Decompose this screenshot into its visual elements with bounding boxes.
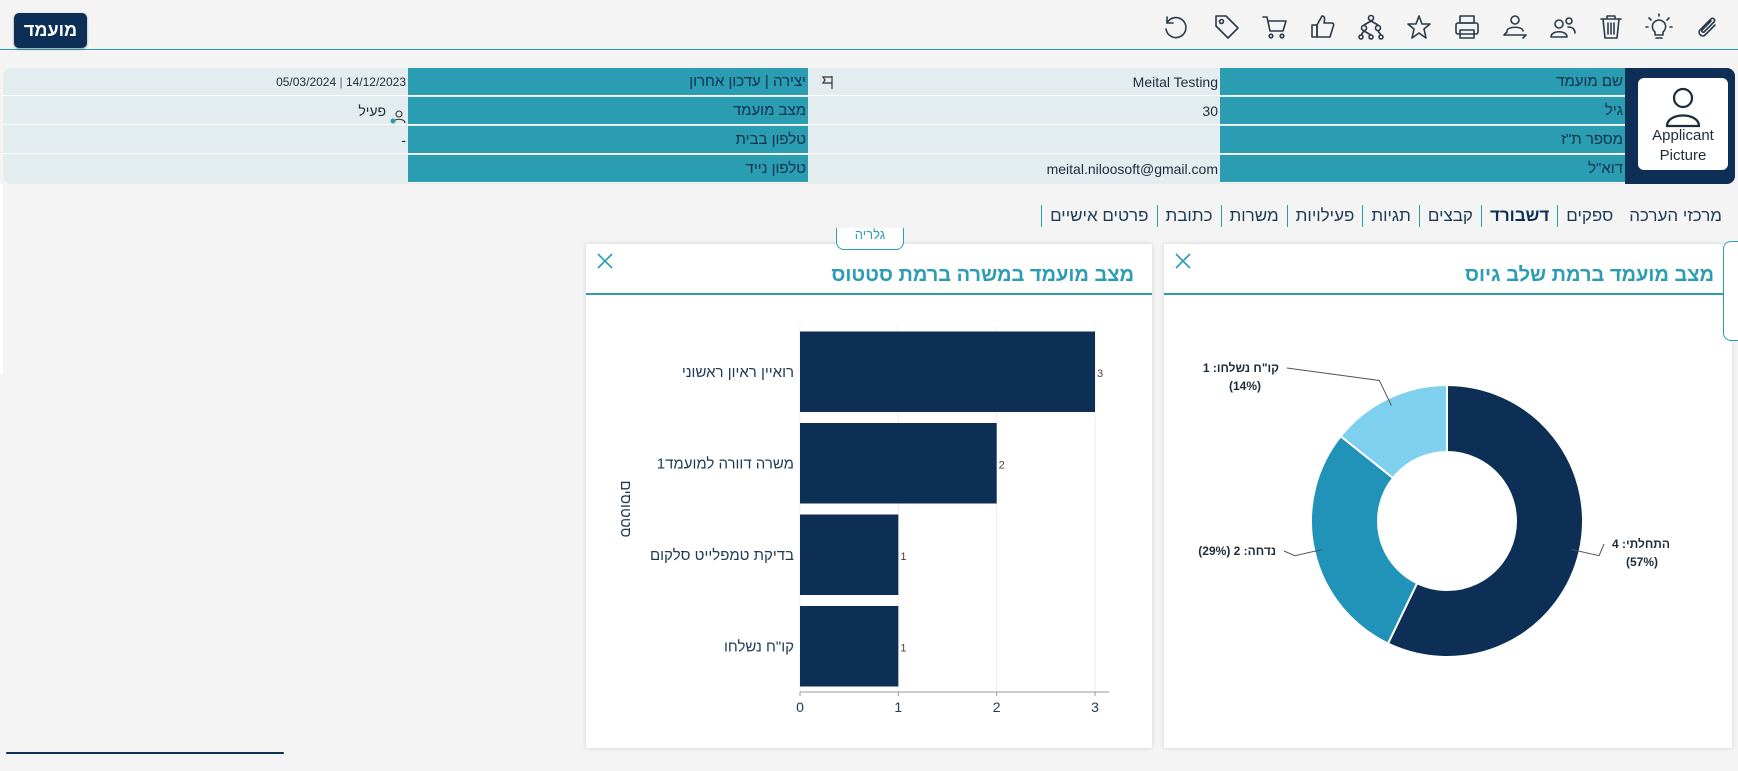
applicant-status-value: פעיל bbox=[3, 97, 408, 125]
thumbs-up-icon[interactable] bbox=[1308, 12, 1338, 42]
slice-label: קו"ח נשלחו: 1 bbox=[1203, 361, 1279, 375]
slice-label: נדחה: 2 (29%) bbox=[1198, 544, 1276, 558]
picture-label-line1: Applicant bbox=[1652, 127, 1714, 144]
dates-value: 14/12/2023 | 05/03/2024 bbox=[276, 75, 406, 89]
category-label: רואיין ראיון ראשוני bbox=[682, 364, 794, 381]
top-toolbar: מועמד bbox=[0, 0, 1738, 50]
stage-chart-card: מצב מועמד ברמת שלב גיוס התחלתי: 4 (57%) נד… bbox=[1164, 244, 1732, 748]
gallery-tab[interactable]: גלריה bbox=[836, 228, 904, 250]
home-phone-value: - bbox=[401, 132, 406, 148]
picture-label-line2: Picture bbox=[1659, 147, 1707, 164]
updated-date: 05/03/2024 bbox=[276, 75, 337, 89]
id-number-label: מספר ת"ז bbox=[1220, 126, 1625, 154]
tab-dashboard[interactable]: דשבורד bbox=[1480, 205, 1557, 227]
applicant-picture[interactable]: Applicant Picture bbox=[1638, 78, 1728, 170]
tab-tags[interactable]: תגיות bbox=[1362, 205, 1419, 227]
bar[interactable] bbox=[800, 514, 899, 596]
status-chart-card: מצב מועמד במשרה ברמת סטטוס רואיין ראיון … bbox=[586, 244, 1152, 748]
home-phone-label: טלפון בבית bbox=[408, 126, 808, 154]
applicant-info-panel: שם מועמד Meital Testing יצירה | עדכון אח… bbox=[3, 68, 1735, 184]
category-label: משרה דוורה למועמד1 bbox=[657, 455, 794, 472]
bar-value-label: 3 bbox=[1097, 368, 1103, 380]
refresh-icon[interactable] bbox=[1160, 12, 1190, 42]
applicant-status-label: מצב מועמד bbox=[408, 97, 808, 125]
pie-chart-title: מצב מועמד ברמת שלב גיוס bbox=[1465, 264, 1714, 286]
side-panel-tab[interactable] bbox=[1723, 241, 1738, 341]
tab-personal-details[interactable]: פרטים אישיים bbox=[1041, 205, 1156, 227]
bottom-indicator bbox=[6, 752, 284, 754]
info-background: שם מועמד Meital Testing יצירה | עדכון אח… bbox=[3, 68, 1735, 184]
donut-slice[interactable] bbox=[1310, 434, 1419, 645]
card-divider bbox=[586, 293, 1152, 295]
left-edge bbox=[0, 184, 3, 374]
status-user-icon bbox=[390, 105, 406, 124]
bar-value-label: 1 bbox=[900, 551, 906, 563]
bar-value-label: 1 bbox=[900, 642, 906, 654]
mobile-phone-value bbox=[3, 155, 408, 183]
applicant-picture-frame: Applicant Picture bbox=[1625, 68, 1735, 184]
x-tick-label: 3 bbox=[1091, 699, 1099, 715]
slice-percent: (57%) bbox=[1626, 555, 1658, 569]
info-row: דוא"ל meital.niloosoft@gmail.com טלפון נ… bbox=[3, 155, 1625, 183]
tab-address[interactable]: כתובת bbox=[1156, 205, 1221, 227]
page-title-badge[interactable]: מועמד bbox=[14, 13, 87, 48]
slice-leader-line bbox=[1286, 367, 1392, 406]
donut-slice[interactable] bbox=[1339, 383, 1448, 480]
tab-activities[interactable]: פעילויות bbox=[1286, 205, 1363, 227]
x-tick-label: 0 bbox=[796, 699, 804, 715]
hierarchy-icon[interactable] bbox=[1356, 12, 1386, 42]
email-label: דוא"ל bbox=[1220, 155, 1625, 183]
category-label: בדיקת טמפלייט סלקום bbox=[650, 547, 794, 564]
trash-icon[interactable] bbox=[1596, 12, 1626, 42]
paperclip-icon[interactable] bbox=[1692, 12, 1722, 42]
close-icon[interactable] bbox=[594, 250, 616, 272]
tab-suppliers[interactable]: ספקים bbox=[1557, 205, 1621, 227]
slice-leader-line bbox=[1571, 543, 1605, 557]
id-number-value bbox=[815, 126, 1220, 154]
users-icon[interactable] bbox=[1548, 12, 1578, 42]
user-avatar-icon bbox=[1665, 87, 1701, 128]
print-icon[interactable] bbox=[1452, 12, 1482, 42]
slice-label: התחלתי: 4 bbox=[1612, 537, 1670, 551]
donut-chart: התחלתי: 4 (57%) נדחה: 2 (29%) קו"ח נשלחו: 1… bbox=[1198, 361, 1670, 658]
bar-chart-title: מצב מועמד במשרה ברמת סטטוס bbox=[831, 264, 1134, 286]
tab-jobs[interactable]: משרות bbox=[1220, 205, 1287, 227]
flag-icon[interactable] bbox=[819, 74, 835, 90]
tag-icon[interactable] bbox=[1212, 12, 1242, 42]
email-value[interactable]: meital.niloosoft@gmail.com bbox=[1046, 161, 1218, 177]
tab-assessment-centers[interactable]: מרכזי הערכה bbox=[1629, 206, 1722, 225]
tab-files[interactable]: קבצים bbox=[1418, 205, 1481, 227]
bar[interactable] bbox=[800, 331, 1095, 413]
donut-slice[interactable] bbox=[1386, 383, 1584, 658]
cart-icon[interactable] bbox=[1260, 12, 1290, 42]
mobile-phone-label: טלפון נייד bbox=[408, 155, 808, 183]
tab-bar: פרטים אישיים כתובת משרות פעילויות תגיות … bbox=[1041, 203, 1730, 229]
transfer-user-icon[interactable] bbox=[1500, 12, 1530, 42]
lightbulb-icon[interactable] bbox=[1644, 12, 1674, 42]
bar[interactable] bbox=[800, 605, 899, 687]
close-icon[interactable] bbox=[1172, 250, 1194, 272]
card-divider bbox=[1164, 293, 1732, 295]
created-date: 14/12/2023 bbox=[345, 75, 406, 89]
slice-leader-line bbox=[1283, 548, 1323, 557]
x-tick-label: 1 bbox=[894, 699, 902, 715]
x-tick-label: 2 bbox=[993, 699, 1001, 715]
applicant-name-value: Meital Testing bbox=[1132, 74, 1218, 90]
info-row: גיל 30 מצב מועמד פעיל bbox=[3, 97, 1625, 125]
category-label: קו"ח נשלחו bbox=[724, 638, 794, 655]
info-row: מספר ת"ז טלפון בבית - bbox=[3, 126, 1625, 154]
age-value: 30 bbox=[1202, 103, 1218, 119]
created-updated-label: יצירה | עדכון אחרון bbox=[408, 68, 808, 96]
slice-percent: (14%) bbox=[1229, 379, 1261, 393]
y-axis-label: סטטוסים bbox=[617, 481, 634, 538]
bar-chart: רואיין ראיון ראשוני 3 משרה דוורה למועמד1 2 ב… bbox=[617, 326, 1109, 715]
applicant-name-label: שם מועמד bbox=[1220, 68, 1625, 96]
bar-value-label: 2 bbox=[999, 459, 1005, 471]
bar[interactable] bbox=[800, 422, 997, 504]
info-row: שם מועמד Meital Testing יצירה | עדכון אח… bbox=[3, 68, 1625, 96]
age-label: גיל bbox=[1220, 97, 1625, 125]
status-text: פעיל bbox=[358, 103, 387, 119]
star-icon[interactable] bbox=[1404, 12, 1434, 42]
